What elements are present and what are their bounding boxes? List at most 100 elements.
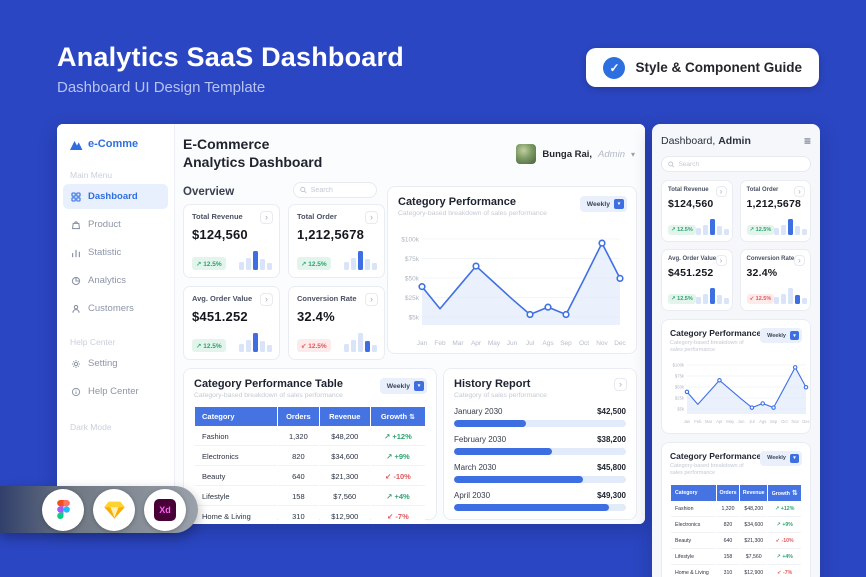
cell-revenue: $34,600 (319, 447, 370, 466)
sidebar-item-statistic[interactable]: Statistic (63, 240, 168, 265)
card-subtitle: Category of sales performance (454, 392, 547, 399)
sidebar-item-label: Setting (88, 358, 118, 369)
stat-detail-button[interactable]: › (715, 255, 727, 266)
dashboard-content: E-Commerce Analytics Dashboard Bunga Rai… (175, 124, 645, 524)
trend-badge: ↗ 12.5% (668, 294, 696, 304)
svg-text:$75k: $75k (405, 256, 420, 263)
stat-detail-button[interactable]: › (794, 255, 805, 266)
mobile-search-box (661, 156, 811, 172)
table-row: Electronics 820 $34,600 ↗ +9% (671, 517, 801, 533)
stat-detail-button[interactable]: › (715, 186, 727, 197)
sidebar-item-dashboard[interactable]: Dashboard (63, 184, 168, 209)
table-row: Fashion 1,320 $48,200 ↗ +12% (195, 427, 425, 446)
stat-value: 1,212,5678 (297, 227, 365, 242)
guide-button-label: Style & Component Guide (635, 60, 802, 75)
sparkline (344, 333, 377, 352)
cell-revenue: $48,200 (740, 501, 768, 517)
sidebar-item-analytics[interactable]: Analytics (63, 268, 168, 293)
category-performance-table-card: Category Performance Table Category-base… (183, 368, 437, 524)
sidebar-item-label: Dashboard (88, 191, 138, 202)
sidebar-item-product[interactable]: Product (63, 212, 168, 237)
stat-value: 32.4% (297, 309, 335, 324)
cell-growth: ↗ +9% (768, 517, 801, 533)
stat-detail-button[interactable]: › (260, 293, 273, 306)
card-title: Category Performance (398, 196, 516, 208)
cell-revenue: $34,600 (740, 517, 768, 533)
col-header-revenue: Revenue (319, 407, 370, 426)
search-input[interactable] (310, 186, 370, 194)
stat-value: $451.252 (192, 309, 248, 324)
cell-orders: 640 (716, 533, 740, 549)
card-subtitle: Category-based breakdown of sales perfor… (398, 210, 547, 217)
history-value: $42,500 (597, 407, 626, 416)
search-icon (300, 186, 307, 194)
svg-text:May: May (726, 419, 735, 424)
help-center-label: Help Center (70, 337, 116, 347)
sidebar-item-customers[interactable]: Customers (63, 296, 168, 321)
stat-value: $124,560 (192, 227, 248, 242)
svg-text:$5k: $5k (409, 314, 420, 321)
cell-revenue: $12,900 (740, 565, 768, 577)
logo[interactable]: e-Comme (57, 138, 174, 150)
cell-category: Lifestyle (195, 487, 278, 506)
dark-mode-label: Dark Mode (70, 422, 112, 432)
sidebar-item-label: Help Center (88, 386, 139, 397)
col-header-growth[interactable]: Growth ⇅ (768, 484, 801, 501)
sparkline (239, 251, 272, 270)
dashboard-icon (71, 191, 81, 202)
search-input[interactable] (678, 160, 804, 168)
svg-text:Nov: Nov (791, 419, 799, 424)
stat-detail-button[interactable]: › (365, 293, 378, 306)
category-performance-chart: $100k $75k $50k $25k $5k Jan Feb Mar Apr May Jun Ju… (401, 236, 626, 347)
cell-growth: ↙ -7% (370, 507, 425, 524)
sidebar-item-help-center[interactable]: Help Center (63, 379, 168, 404)
stat-label: Total Revenue (192, 212, 243, 221)
chevron-down-icon[interactable]: ▾ (630, 149, 635, 159)
stat-card-avg-order-value: Avg. Order Value › $451.252 ↗ 12.5% (183, 286, 280, 360)
stat-label: Avg. Order Value (192, 294, 253, 303)
user-name: Bunga Rai, (542, 148, 593, 160)
cell-orders: 820 (716, 517, 740, 533)
col-header-orders: Orders (278, 407, 319, 426)
cell-growth: ↙ -10% (768, 533, 801, 549)
category-performance-table-card: Category Performance Table Category-base… (661, 441, 811, 577)
cell-category: Home & Living (671, 565, 716, 577)
period-dropdown[interactable]: Weekly ▾ (579, 196, 627, 212)
category-performance-table: Category Orders Revenue Growth ⇅ Fashion 1… (670, 484, 802, 577)
adobe-xd-logo-icon[interactable]: Xd (144, 488, 186, 531)
svg-text:Dec: Dec (614, 340, 626, 347)
period-dropdown[interactable]: Weekly ▾ (760, 450, 802, 466)
mobile-stat-grid: Total Revenue › $124,560 ↗ 12.5% Total O… (661, 180, 811, 311)
col-header-growth[interactable]: Growth ⇅ (370, 407, 425, 426)
user-profile[interactable]: Bunga Rai, Admin ▾ (516, 144, 635, 164)
table-header-row: Category Orders Revenue Growth ⇅ (671, 484, 801, 501)
sidebar-item-label: Statistic (88, 247, 122, 258)
stat-detail-button[interactable]: › (260, 211, 273, 224)
menu-icon[interactable]: ≡ (803, 134, 811, 148)
stat-detail-button[interactable]: › (794, 186, 805, 197)
cell-orders: 158 (716, 549, 740, 565)
category-performance-table: Category Orders Revenue Growth ⇅ Fashion 1… (194, 406, 426, 524)
period-dropdown[interactable]: Weekly ▾ (379, 378, 427, 394)
sidebar-item-setting[interactable]: Setting (63, 351, 168, 376)
progress-track (454, 448, 626, 455)
history-detail-button[interactable]: › (614, 378, 627, 391)
overview-stat-grid: Total Revenue › $124,560 ↗ 12.5% Total O… (183, 204, 385, 360)
figma-logo-icon[interactable] (42, 488, 84, 531)
period-dropdown[interactable]: Weekly ▾ (760, 328, 802, 343)
sparkline (774, 218, 808, 235)
svg-text:Apr: Apr (716, 419, 723, 424)
cell-growth: ↙ -10% (370, 467, 425, 486)
style-component-guide-button[interactable]: ✓ Style & Component Guide (586, 48, 819, 87)
sketch-logo-icon[interactable] (93, 488, 135, 531)
svg-text:$25k: $25k (405, 295, 420, 302)
sparkline (774, 287, 808, 304)
stat-detail-button[interactable]: › (365, 211, 378, 224)
cell-growth: ↗ +4% (370, 487, 425, 506)
cell-orders: 820 (278, 447, 319, 466)
history-report-card: History Report Category of sales perform… (443, 368, 637, 520)
trend-badge: ↙ 12.5% (297, 339, 331, 352)
gear-icon (72, 359, 80, 368)
cell-orders: 1,320 (278, 427, 319, 446)
dashboard-title: E-Commerce Analytics Dashboard (183, 136, 323, 171)
